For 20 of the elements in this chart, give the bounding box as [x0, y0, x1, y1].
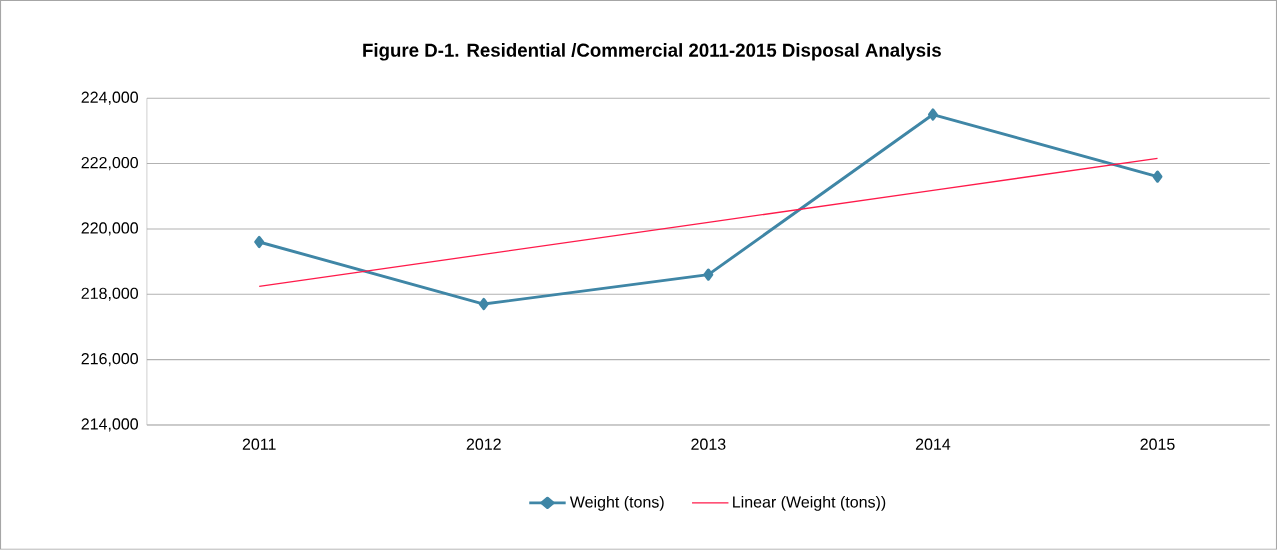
- x-tick-label: 2012: [466, 438, 501, 450]
- line-series: [258, 157, 1159, 288]
- chart-title: Figure D-1. Residential /Commercial 2011-2015 Disposal Analysis: [363, 43, 941, 61]
- point: [927, 108, 938, 121]
- y-tick-label: 220,000: [81, 222, 139, 236]
- x-tick-label: 2011: [242, 438, 276, 450]
- y-tick-label: 214,000: [81, 418, 139, 432]
- x-tick-label: 2013: [691, 438, 726, 450]
- y-tick-label: 218,000: [81, 287, 139, 301]
- y-tick-label: 224,000: [81, 91, 139, 105]
- point: [254, 235, 265, 249]
- point: [703, 268, 714, 281]
- x-tick-label: 2015: [1140, 438, 1175, 450]
- legend-label: Linear (Weight (tons)): [733, 495, 886, 511]
- point: [1152, 170, 1163, 183]
- point: [478, 298, 489, 311]
- y-tick-label: 216,000: [81, 353, 139, 367]
- x-tick-label: 2014: [915, 438, 951, 450]
- legend-label: Weight (tons): [569, 495, 664, 511]
- y-tick-label: 222,000: [81, 157, 139, 171]
